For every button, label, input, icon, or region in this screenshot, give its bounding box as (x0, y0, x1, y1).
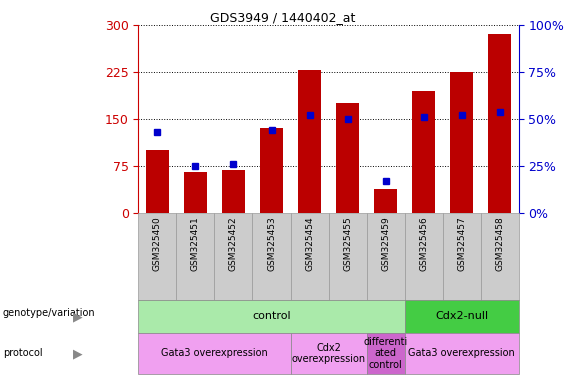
Text: GSM325455: GSM325455 (343, 216, 352, 271)
Text: ▶: ▶ (73, 310, 83, 323)
Bar (374, 189, 397, 213)
Text: GSM325451: GSM325451 (191, 216, 200, 271)
Bar (222, 170, 245, 213)
Text: Cdx2
overexpression: Cdx2 overexpression (292, 343, 366, 364)
Text: GSM325458: GSM325458 (495, 216, 504, 271)
Bar (146, 151, 169, 213)
Text: ▶: ▶ (73, 347, 83, 360)
Bar (260, 128, 283, 213)
Bar (184, 172, 207, 213)
Bar (412, 91, 435, 213)
Text: GSM325450: GSM325450 (153, 216, 162, 271)
Text: GSM325454: GSM325454 (305, 216, 314, 271)
Text: genotype/variation: genotype/variation (3, 308, 95, 318)
Text: Gata3 overexpression: Gata3 overexpression (408, 348, 515, 359)
Text: GDS3949 / 1440402_at: GDS3949 / 1440402_at (210, 11, 355, 24)
Bar (450, 72, 473, 213)
Bar (298, 70, 321, 213)
Text: control: control (252, 311, 291, 321)
Text: GSM325457: GSM325457 (457, 216, 466, 271)
Text: GSM325459: GSM325459 (381, 216, 390, 271)
Bar (488, 34, 511, 213)
Text: Cdx2-null: Cdx2-null (435, 311, 488, 321)
Text: GSM325452: GSM325452 (229, 216, 238, 271)
Text: differenti
ated
control: differenti ated control (363, 337, 408, 370)
Text: Gata3 overexpression: Gata3 overexpression (161, 348, 268, 359)
Bar (336, 103, 359, 213)
Text: GSM325453: GSM325453 (267, 216, 276, 271)
Text: GSM325456: GSM325456 (419, 216, 428, 271)
Text: protocol: protocol (3, 348, 42, 359)
